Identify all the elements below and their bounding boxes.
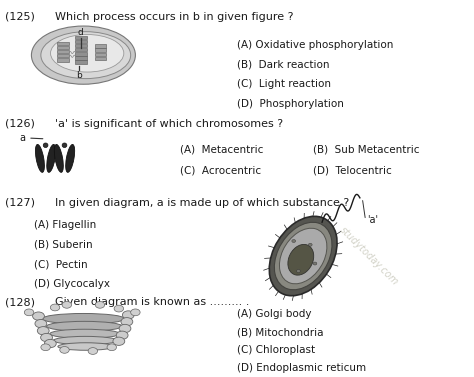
Ellipse shape: [42, 313, 125, 324]
Ellipse shape: [45, 339, 56, 348]
Ellipse shape: [50, 304, 60, 311]
Text: (A) Golgi body: (A) Golgi body: [237, 310, 311, 319]
Ellipse shape: [41, 333, 53, 342]
Ellipse shape: [60, 346, 69, 353]
Ellipse shape: [58, 343, 114, 350]
Ellipse shape: [36, 144, 45, 172]
Text: (128): (128): [5, 297, 36, 307]
Text: (B)  Dark reaction: (B) Dark reaction: [237, 60, 329, 70]
Ellipse shape: [280, 228, 327, 284]
Ellipse shape: [41, 344, 50, 351]
Text: In given diagram, a is made up of which substance ?: In given diagram, a is made up of which …: [55, 198, 349, 208]
Ellipse shape: [35, 319, 47, 328]
Text: (127): (127): [5, 198, 36, 208]
Ellipse shape: [107, 344, 117, 351]
Bar: [75, 56, 87, 60]
Text: studytoday.com: studytoday.com: [338, 225, 401, 287]
Bar: [57, 50, 69, 53]
Ellipse shape: [33, 312, 45, 320]
Ellipse shape: [122, 311, 134, 319]
Text: (D) Endoplasmic reticum: (D) Endoplasmic reticum: [237, 363, 366, 373]
Ellipse shape: [292, 239, 296, 242]
Text: (C) Chloroplast: (C) Chloroplast: [237, 345, 315, 356]
Ellipse shape: [41, 32, 131, 79]
Text: Given diagram is known as ......... .: Given diagram is known as ......... .: [55, 297, 249, 307]
Text: d: d: [77, 28, 83, 37]
Text: (C)  Acrocentric: (C) Acrocentric: [180, 165, 262, 175]
Text: (D)  Telocentric: (D) Telocentric: [313, 165, 392, 175]
Bar: [75, 60, 87, 64]
Ellipse shape: [116, 331, 128, 339]
Text: (A) Oxidative phosphorylation: (A) Oxidative phosphorylation: [237, 40, 393, 50]
Bar: [75, 40, 87, 43]
Text: Which process occurs in b in given figure ?: Which process occurs in b in given figur…: [55, 12, 293, 22]
Text: (A) Flagellin: (A) Flagellin: [34, 220, 96, 230]
Ellipse shape: [88, 348, 98, 354]
Bar: [57, 54, 69, 57]
Ellipse shape: [50, 329, 120, 338]
Text: (B) Suberin: (B) Suberin: [34, 240, 92, 250]
Bar: [75, 48, 87, 51]
Bar: [57, 41, 69, 45]
Ellipse shape: [121, 317, 133, 326]
Ellipse shape: [54, 336, 117, 345]
Bar: [75, 44, 87, 47]
Bar: [95, 57, 106, 60]
Ellipse shape: [95, 302, 105, 308]
Ellipse shape: [66, 144, 74, 172]
Bar: [95, 48, 106, 52]
Text: (126): (126): [5, 119, 35, 129]
Ellipse shape: [43, 143, 48, 147]
Text: a: a: [19, 133, 43, 143]
Text: (125): (125): [5, 12, 35, 22]
Ellipse shape: [288, 244, 314, 275]
Bar: [95, 52, 106, 56]
Ellipse shape: [47, 144, 56, 172]
Ellipse shape: [31, 26, 136, 84]
Ellipse shape: [313, 262, 317, 265]
Ellipse shape: [55, 144, 64, 172]
Text: b: b: [76, 71, 82, 80]
Bar: [75, 35, 87, 39]
Text: (A)  Metacentric: (A) Metacentric: [180, 144, 264, 154]
Ellipse shape: [269, 216, 337, 296]
Text: (B)  Sub Metacentric: (B) Sub Metacentric: [313, 144, 419, 154]
Ellipse shape: [62, 143, 67, 147]
Ellipse shape: [37, 326, 49, 335]
Ellipse shape: [62, 302, 72, 308]
Ellipse shape: [113, 337, 125, 345]
Ellipse shape: [46, 321, 122, 331]
Bar: [57, 58, 69, 61]
Ellipse shape: [274, 222, 332, 290]
Text: (D)  Phosphorylation: (D) Phosphorylation: [237, 99, 344, 109]
Ellipse shape: [131, 309, 140, 316]
Text: 'a' is significant of which chromosomes ?: 'a' is significant of which chromosomes …: [55, 119, 283, 129]
Bar: [95, 44, 106, 48]
Text: (D) Glycocalyx: (D) Glycocalyx: [34, 279, 110, 289]
Ellipse shape: [309, 243, 312, 246]
Text: 'a': 'a': [367, 215, 378, 225]
Ellipse shape: [51, 34, 124, 72]
Ellipse shape: [119, 324, 131, 333]
Bar: [57, 46, 69, 49]
Text: (C)  Light reaction: (C) Light reaction: [237, 79, 331, 89]
Text: (B) Mitochondria: (B) Mitochondria: [237, 327, 323, 337]
Text: (C)  Pectin: (C) Pectin: [34, 259, 87, 270]
Ellipse shape: [114, 305, 124, 312]
Bar: [75, 52, 87, 55]
Ellipse shape: [297, 270, 301, 273]
Ellipse shape: [24, 309, 34, 316]
